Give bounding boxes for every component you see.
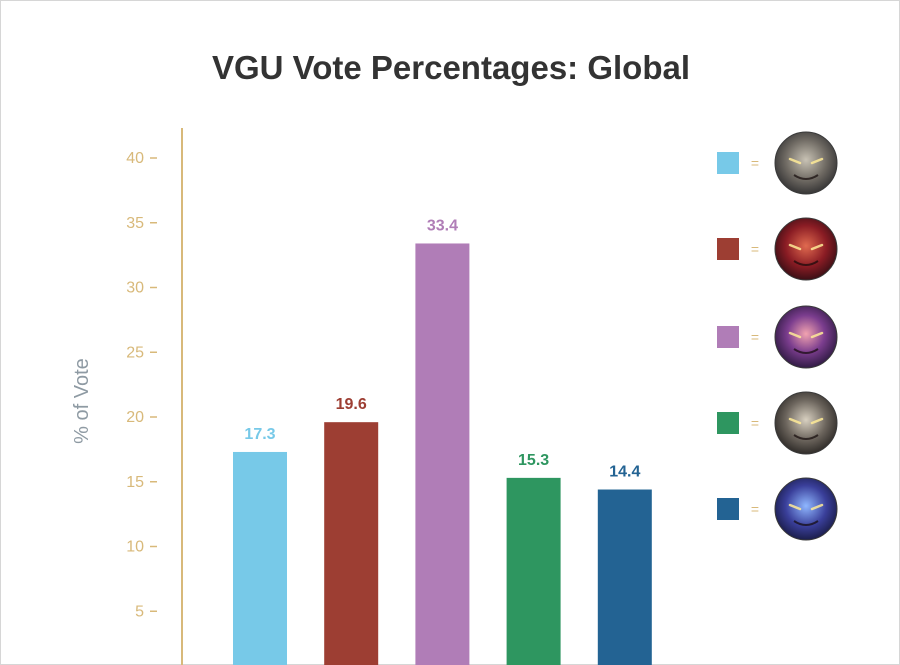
legend-swatch [717, 326, 739, 348]
bar-value-label: 33.4 [427, 217, 458, 234]
portrait-mouth [793, 348, 819, 354]
legend-swatch [717, 412, 739, 434]
legend-equals: = [751, 501, 759, 517]
y-tick-label: 15 [126, 474, 144, 491]
bar-value-label: 14.4 [609, 464, 640, 481]
portrait-eyes [788, 503, 824, 511]
champion-portrait-crimson-demon-icon [774, 217, 838, 281]
bar [415, 243, 470, 665]
y-tick-label: 35 [126, 215, 144, 232]
portrait-eyes [788, 243, 824, 251]
champion-portrait-grey-insect-icon [774, 391, 838, 455]
bar-value-label: 17.3 [244, 426, 275, 443]
portrait-mouth [793, 434, 819, 440]
y-tick-label: 30 [126, 280, 144, 297]
portrait-disc [774, 477, 838, 541]
portrait-disc [774, 131, 838, 195]
portrait-mouth [793, 174, 819, 180]
chart-title: VGU Vote Percentages: Global [211, 49, 691, 86]
portrait-mouth [793, 260, 819, 266]
bar [324, 422, 379, 665]
y-axis-label: % of Vote [71, 358, 93, 444]
bar-value-label: 15.3 [518, 452, 549, 469]
y-tick-label: 10 [126, 539, 144, 556]
portrait-eyes [788, 331, 824, 339]
y-tick-label: 5 [135, 603, 144, 620]
portrait-eyes [788, 157, 824, 165]
portrait-disc [774, 305, 838, 369]
champion-portrait-helmeted-warrior-icon [774, 131, 838, 195]
bar [506, 477, 561, 665]
legend-equals: = [751, 241, 759, 257]
portrait-eyes [788, 417, 824, 425]
legend-equals: = [751, 155, 759, 171]
champion-portrait-void-creature-icon [774, 477, 838, 541]
bar-value-label: 19.6 [336, 396, 367, 413]
y-tick-label: 25 [126, 344, 144, 361]
y-tick-label: 40 [126, 150, 144, 167]
legend-swatch [717, 238, 739, 260]
portrait-disc [774, 391, 838, 455]
y-tick-label: 20 [126, 409, 144, 426]
legend-swatch [717, 152, 739, 174]
portrait-disc [774, 217, 838, 281]
legend-swatch [717, 498, 739, 520]
legend-equals: = [751, 415, 759, 431]
bar [233, 451, 287, 665]
legend-equals: = [751, 329, 759, 345]
bar [597, 489, 652, 665]
champion-portrait-purple-beast-icon [774, 305, 838, 369]
portrait-mouth [793, 520, 819, 526]
